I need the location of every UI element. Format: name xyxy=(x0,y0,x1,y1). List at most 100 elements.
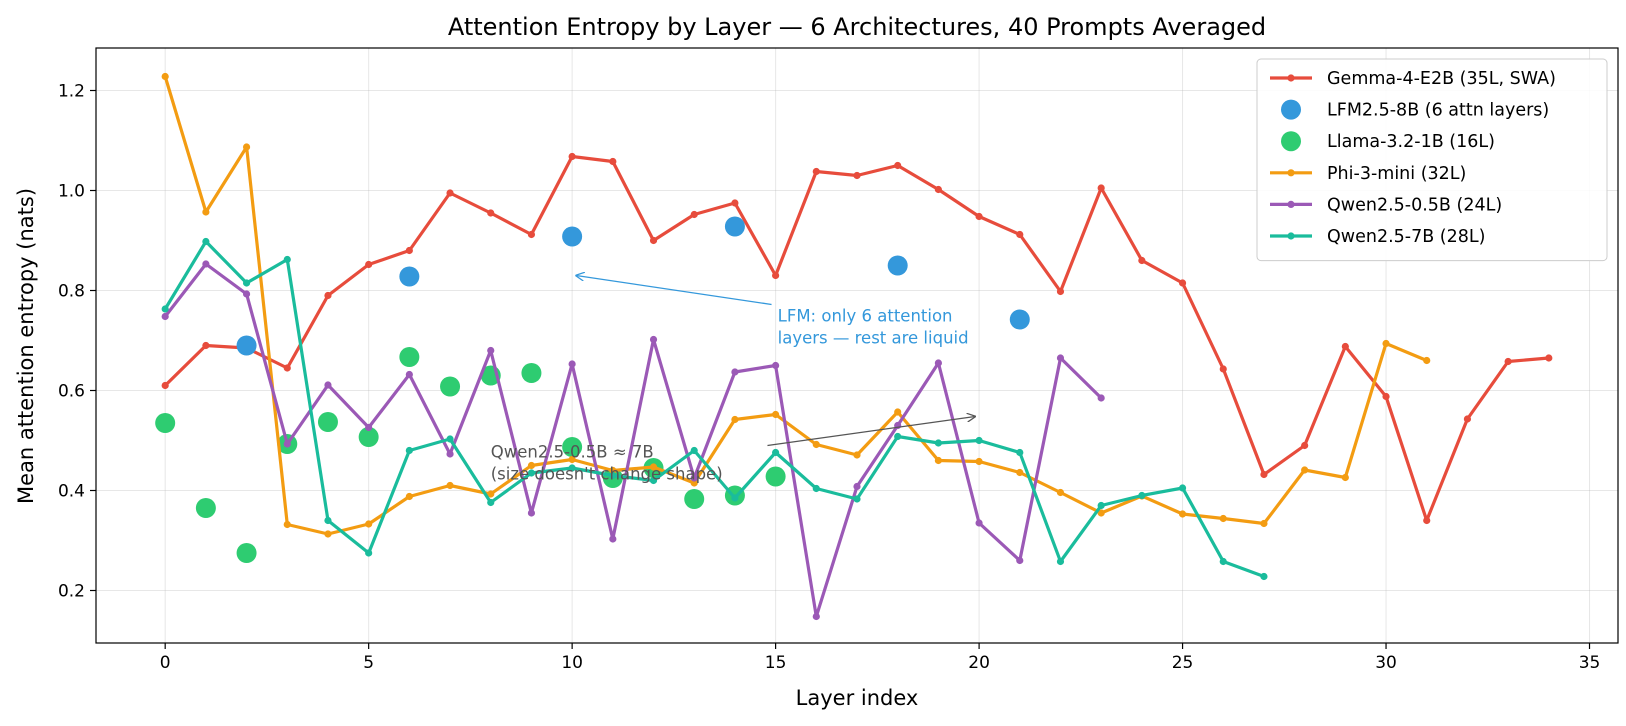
series-line xyxy=(163,262,1103,619)
data-point xyxy=(1545,354,1553,362)
data-point xyxy=(1016,556,1024,565)
data-point xyxy=(649,236,658,245)
data-point xyxy=(765,466,786,487)
legend-item: Qwen2.5-0.5B (24L) xyxy=(1270,195,1502,215)
data-point xyxy=(324,530,332,538)
data-point xyxy=(772,410,780,419)
data-point xyxy=(487,209,495,217)
data-point xyxy=(365,260,373,269)
data-point xyxy=(202,237,210,246)
x-tick-label: 5 xyxy=(363,653,374,673)
data-point xyxy=(690,446,698,455)
data-point xyxy=(894,161,902,170)
legend-marker xyxy=(1281,99,1301,120)
data-point xyxy=(405,370,413,379)
series-layer xyxy=(155,72,1553,621)
data-point xyxy=(568,455,576,464)
data-point xyxy=(242,290,251,298)
data-point xyxy=(324,291,332,300)
data-point xyxy=(446,481,454,490)
y-tick-label: 1.2 xyxy=(58,82,85,102)
data-point xyxy=(609,466,617,475)
data-point xyxy=(1056,287,1065,296)
data-point xyxy=(772,271,780,280)
series-4 xyxy=(161,260,1105,621)
plot-frame xyxy=(95,47,1619,644)
legend-marker xyxy=(1281,131,1301,152)
data-point xyxy=(446,435,454,443)
data-point xyxy=(358,427,379,447)
x-tick-label: 30 xyxy=(1375,653,1397,673)
data-point xyxy=(236,335,257,356)
y-axis-title: Mean attention entropy (nats) xyxy=(14,188,38,504)
data-point xyxy=(440,376,461,397)
data-point xyxy=(894,408,902,416)
data-point xyxy=(399,347,420,367)
data-point xyxy=(853,171,861,180)
data-point xyxy=(527,509,536,517)
data-point xyxy=(1219,557,1227,566)
y-tick-label: 0.8 xyxy=(58,282,85,302)
x-tick-label: 20 xyxy=(968,653,990,673)
legend-marker xyxy=(1287,74,1295,82)
data-point xyxy=(1056,354,1065,362)
legend-label: Qwen2.5-0.5B (24L) xyxy=(1327,195,1502,215)
data-point xyxy=(242,143,251,151)
data-point xyxy=(975,457,983,466)
data-point xyxy=(487,346,495,355)
data-point xyxy=(1260,519,1268,528)
data-point xyxy=(236,543,257,563)
y-tick-label: 0.4 xyxy=(58,482,85,502)
data-point xyxy=(731,368,739,376)
data-point xyxy=(283,520,291,529)
data-point xyxy=(1056,488,1065,497)
data-point xyxy=(731,199,739,207)
y-tick-label: 1.0 xyxy=(58,182,85,202)
data-point xyxy=(527,230,536,239)
legend-item: Llama-3.2-1B (16L) xyxy=(1281,131,1495,152)
data-point xyxy=(1504,357,1512,366)
data-point xyxy=(1016,468,1024,477)
x-tick-label: 10 xyxy=(561,653,583,673)
data-point xyxy=(202,341,210,350)
legend-label: Qwen2.5-7B (28L) xyxy=(1327,227,1485,247)
data-point xyxy=(1097,501,1105,510)
data-point xyxy=(609,471,617,480)
annotation-arrow xyxy=(767,417,975,447)
data-point xyxy=(975,436,983,445)
data-point xyxy=(772,448,780,457)
data-point xyxy=(405,446,413,455)
data-point xyxy=(202,208,210,216)
data-point xyxy=(975,519,983,527)
data-point xyxy=(731,415,739,424)
x-tick-label: 0 xyxy=(160,653,171,673)
legend: Gemma-4-E2B (35L, SWA) LFM2.5-8B (6 attn … xyxy=(1256,58,1608,262)
data-point xyxy=(365,423,373,432)
data-point xyxy=(521,363,542,383)
legend-label: Phi-3-mini (32L) xyxy=(1327,164,1466,184)
data-point xyxy=(853,495,861,503)
data-point xyxy=(202,260,210,268)
data-point xyxy=(1056,557,1065,566)
data-point xyxy=(1178,510,1187,518)
data-point xyxy=(1341,342,1349,351)
data-point xyxy=(853,482,861,491)
series-line xyxy=(163,76,1428,536)
data-point xyxy=(649,463,658,471)
data-point xyxy=(487,490,495,498)
data-point xyxy=(609,157,617,166)
data-point xyxy=(446,189,454,197)
data-point xyxy=(1260,470,1268,479)
data-point xyxy=(690,210,698,219)
annotation-text: Qwen2.5-0.5B ≈ 7B (size doesn't change sh… xyxy=(491,443,723,484)
data-point xyxy=(195,498,216,518)
data-point xyxy=(649,476,658,485)
data-point xyxy=(887,255,908,276)
data-point xyxy=(812,440,820,449)
data-point xyxy=(609,535,617,543)
x-tick-label: 25 xyxy=(1172,653,1194,673)
x-axis-ticks: 0 5 10 15 20 25 30 35 xyxy=(160,643,1600,673)
data-point xyxy=(446,450,454,458)
data-point xyxy=(1178,279,1187,287)
